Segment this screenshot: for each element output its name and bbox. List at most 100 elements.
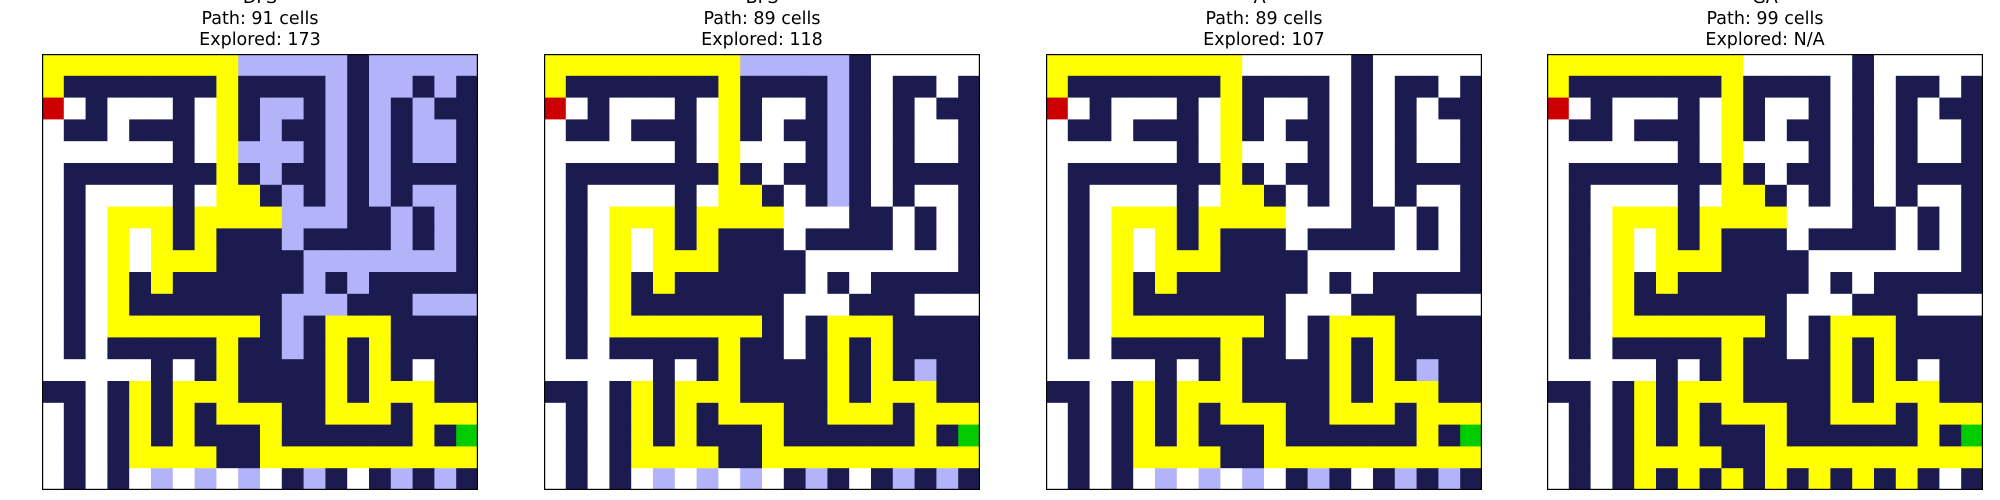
wall-cell: [1460, 119, 1482, 142]
open-cell: [1830, 206, 1853, 229]
open-cell: [412, 359, 435, 382]
wall-cell: [1786, 424, 1810, 447]
path-cell: [871, 446, 894, 469]
wall-cell: [1939, 163, 1962, 186]
wall-cell: [936, 272, 959, 295]
wall-cell: [172, 184, 196, 208]
wall-cell: [1656, 337, 1679, 360]
wall-cell: [63, 250, 87, 273]
wall-cell: [1568, 402, 1592, 426]
open-cell: [609, 119, 632, 142]
open-cell: [544, 184, 567, 208]
wall-cell: [674, 228, 698, 251]
wall-cell: [1961, 163, 1983, 186]
path-cell: [1111, 315, 1134, 338]
open-cell: [1198, 97, 1221, 120]
wall-cell: [1743, 293, 1766, 317]
wall-cell: [1677, 163, 1701, 186]
open-cell: [1874, 184, 1897, 208]
open-cell: [1351, 468, 1374, 490]
wall-cell: [1220, 272, 1243, 295]
path-cell: [1547, 54, 1570, 77]
open-cell: [1874, 119, 1897, 142]
wall-cell: [238, 163, 261, 186]
open-cell: [1765, 97, 1788, 120]
open-cell: [653, 141, 676, 164]
wall-cell: [783, 119, 807, 142]
wall-cell: [1329, 272, 1352, 295]
path-cell: [151, 228, 174, 251]
wall-cell: [1198, 272, 1221, 295]
wall-cell: [805, 141, 828, 164]
path-cell: [151, 54, 174, 77]
wall-cell: [456, 206, 478, 229]
wall-cell: [1373, 272, 1396, 295]
wall-cell: [390, 141, 414, 164]
wall-cell: [1394, 184, 1418, 208]
explored-cell: [390, 206, 414, 229]
open-cell: [1046, 315, 1069, 338]
explored-cell: [892, 468, 916, 490]
open-cell: [1046, 184, 1069, 208]
wall-cell: [1111, 468, 1134, 490]
explored-cell: [325, 54, 348, 77]
wall-cell: [456, 359, 478, 382]
path-cell: [107, 315, 130, 338]
wall-cell: [1285, 359, 1309, 382]
open-cell: [565, 141, 589, 164]
path-cell: [1721, 163, 1744, 186]
explored-cell: [238, 468, 261, 490]
explored-cell: [325, 250, 348, 273]
wall-cell: [1351, 206, 1374, 229]
wall-cell: [1721, 228, 1744, 251]
path-cell: [412, 402, 435, 426]
wall-cell: [1460, 97, 1482, 120]
wall-cell: [1176, 141, 1200, 164]
open-cell: [587, 337, 610, 360]
wall-cell: [1743, 381, 1766, 404]
wall-cell: [216, 228, 239, 251]
wall-cell: [1743, 359, 1766, 382]
path-cell: [1394, 381, 1418, 404]
wall-cell: [1460, 163, 1482, 186]
open-cell: [172, 468, 196, 490]
explored-cell: [827, 97, 850, 120]
wall-cell: [1765, 228, 1788, 251]
open-cell: [1590, 250, 1613, 273]
explored-cell: [303, 272, 326, 295]
open-cell: [1046, 424, 1069, 447]
dfs-titles: DFS Path: 91 cells Explored: 173: [42, 0, 478, 51]
wall-cell: [1133, 163, 1156, 186]
wall-cell: [1155, 402, 1178, 426]
wall-cell: [565, 272, 589, 295]
path-cell: [1874, 446, 1897, 469]
wall-cell: [260, 250, 283, 273]
path-cell: [762, 424, 785, 447]
wall-cell: [85, 119, 108, 142]
wall-cell: [412, 315, 435, 338]
open-cell: [1852, 250, 1875, 273]
path-cell: [1155, 206, 1178, 229]
path-cell: [1721, 119, 1744, 142]
path-cell: [1568, 54, 1592, 77]
open-cell: [892, 228, 916, 251]
open-cell: [1438, 184, 1461, 208]
explored-cell: [325, 163, 348, 186]
explored-cell: [303, 250, 326, 273]
open-cell: [42, 141, 65, 164]
wall-cell: [1743, 468, 1766, 490]
path-cell: [1961, 402, 1983, 426]
open-cell: [1264, 468, 1287, 490]
wall-cell: [1830, 424, 1853, 447]
wall-cell: [565, 75, 589, 99]
open-cell: [1067, 97, 1091, 120]
path-cell: [412, 446, 435, 469]
path-cell: [1198, 250, 1221, 273]
open-cell: [1699, 141, 1722, 164]
open-cell: [107, 97, 130, 120]
path-cell: [1329, 315, 1352, 338]
wall-cell: [1067, 184, 1091, 208]
wall-cell: [958, 163, 980, 186]
explored-cell: [1416, 359, 1439, 382]
explored-cell: [412, 293, 435, 317]
